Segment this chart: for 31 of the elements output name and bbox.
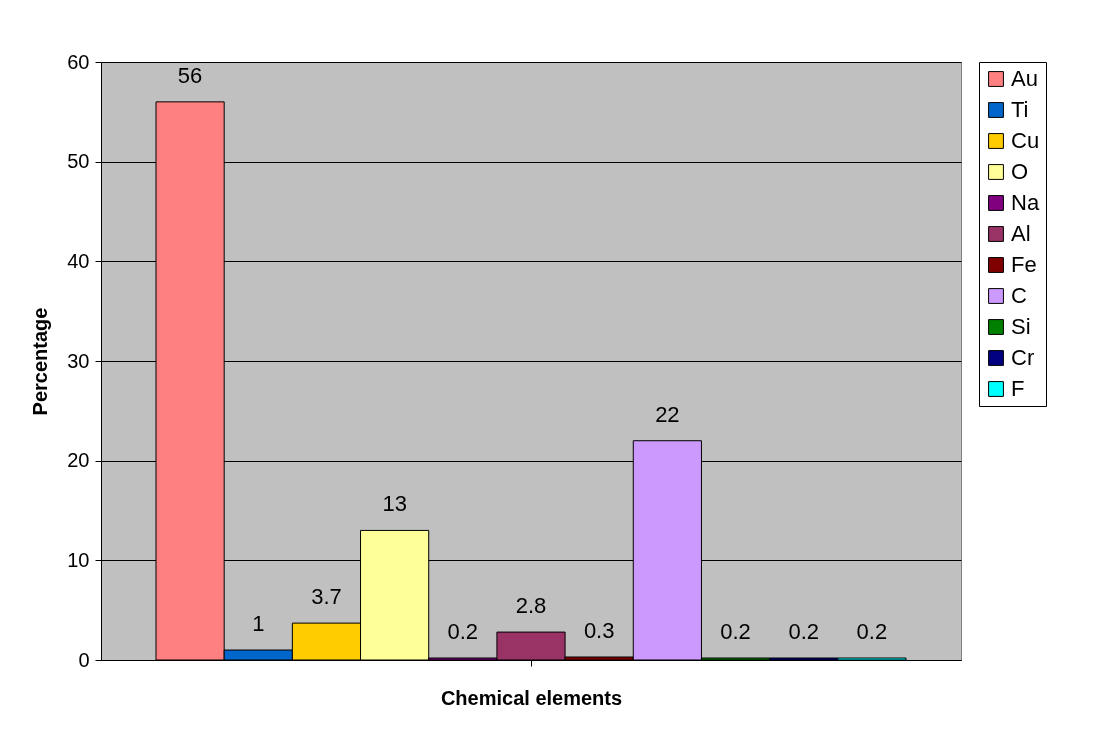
legend-label: Ti (1011, 97, 1029, 122)
data-label: 3.7 (311, 584, 342, 610)
legend-label: Cr (1011, 345, 1035, 370)
legend-label: Na (1011, 190, 1040, 215)
y-tick-label: 50 (67, 150, 90, 173)
data-label: 2.8 (515, 593, 547, 619)
data-label: 0.2 (447, 619, 479, 645)
data-label: 1 (252, 611, 265, 637)
y-tick-label: 60 (67, 50, 90, 73)
legend-label: O (1011, 159, 1029, 184)
data-label: 22 (655, 401, 680, 427)
legend-label: F (1011, 376, 1025, 401)
y-tick-label: 30 (67, 349, 90, 372)
legend-label: Fe (1011, 252, 1037, 277)
legend-label: Al (1011, 221, 1031, 246)
y-tick-label: 10 (67, 548, 90, 571)
legend-label: Si (1011, 314, 1031, 339)
data-label: 13 (382, 491, 407, 517)
y-axis-title: Percentage (29, 307, 52, 416)
data-label: 56 (177, 62, 203, 88)
data-label: 0.3 (583, 618, 615, 644)
data-label: 0.2 (720, 619, 751, 645)
legend-label: C (1011, 283, 1027, 308)
y-tick-label: 40 (67, 249, 90, 272)
data-label: 0.2 (788, 619, 820, 645)
legend-label: Cu (1011, 128, 1040, 153)
x-axis-title: Chemical elements (440, 686, 623, 709)
data-label: 0.2 (856, 619, 888, 645)
y-tick-label: 20 (67, 449, 90, 472)
legend-label: Au (1011, 66, 1038, 91)
y-tick-label: 0 (78, 648, 90, 671)
